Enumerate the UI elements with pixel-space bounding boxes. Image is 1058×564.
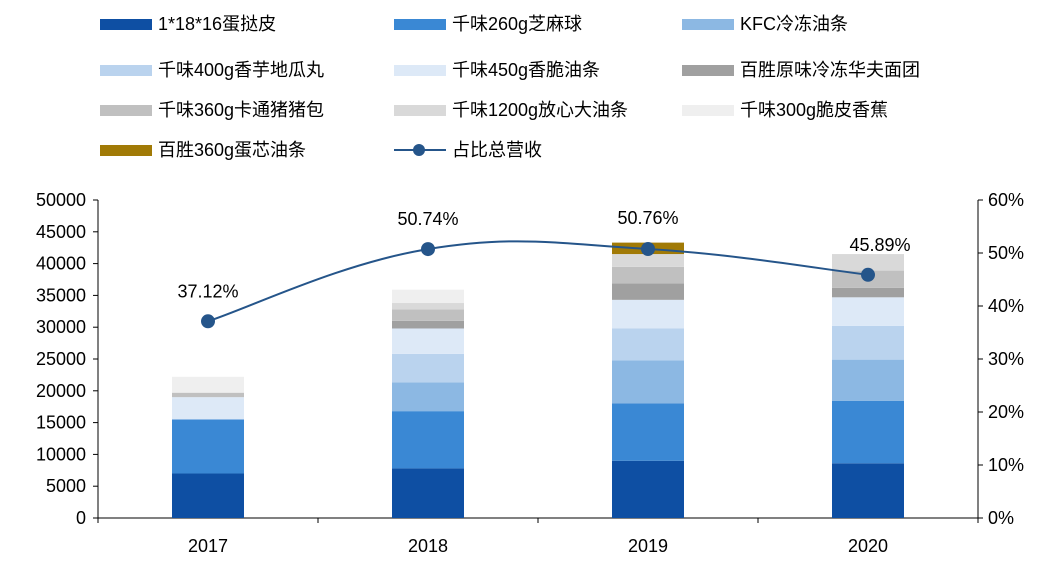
legend-swatch — [394, 104, 446, 116]
x-tick-label: 2020 — [848, 536, 888, 556]
legend-swatch — [100, 144, 152, 156]
legend-label: 千味300g脆皮香蕉 — [740, 100, 889, 120]
share-data-label: 37.12% — [177, 281, 238, 301]
legend-item: 千味260g芝麻球 — [394, 10, 582, 38]
bar-segment — [612, 360, 684, 404]
legend-label: 千味400g香芋地瓜丸 — [158, 60, 325, 80]
legend-line-marker — [394, 143, 446, 157]
legend-item: 千味360g卡通猪猪包 — [100, 96, 324, 124]
bar-segment — [612, 299, 684, 329]
bar-segment — [172, 392, 244, 398]
bar-segment — [392, 320, 464, 329]
legend-label: 1*18*16蛋挞皮 — [158, 14, 277, 34]
legend-swatch — [682, 18, 734, 30]
share-line — [207, 240, 869, 323]
legend-item: 千味1200g放心大油条 — [394, 96, 628, 124]
bar-segment — [392, 411, 464, 469]
y-left-tick-label: 50000 — [36, 190, 86, 210]
legend-label: 千味260g芝麻球 — [452, 14, 583, 34]
legend-item: 千味450g香脆油条 — [394, 56, 600, 84]
y-right-tick-label: 10% — [988, 455, 1024, 475]
share-data-label: 45.89% — [849, 235, 910, 255]
y-left-tick-label: 45000 — [36, 222, 86, 242]
legend-label: KFC冷冻油条 — [740, 14, 848, 34]
y-right-tick-label: 0% — [988, 508, 1014, 528]
y-left-tick-label: 0 — [76, 508, 86, 528]
bar-segment — [832, 254, 904, 271]
legend-item: 百胜360g蛋芯油条 — [100, 136, 306, 164]
legend-item: 千味400g香芋地瓜丸 — [100, 56, 324, 84]
y-left-tick-label: 25000 — [36, 349, 86, 369]
legend-swatch — [394, 64, 446, 76]
x-tick-label: 2018 — [408, 536, 448, 556]
bar-segment — [172, 473, 244, 518]
legend-swatch — [100, 64, 152, 76]
y-right-tick-label: 60% — [988, 190, 1024, 210]
bar-segment — [612, 403, 684, 461]
bar-segment — [832, 287, 904, 298]
bar-segment — [172, 376, 244, 393]
y-left-tick-label: 40000 — [36, 254, 86, 274]
legend-item: 1*18*16蛋挞皮 — [100, 10, 276, 38]
bar-segment — [392, 289, 464, 304]
bar-segment — [392, 309, 464, 321]
y-right-tick-label: 30% — [988, 349, 1024, 369]
bar-segment — [172, 397, 244, 420]
bar-segment — [392, 468, 464, 518]
legend-swatch — [100, 104, 152, 116]
share-point — [201, 314, 215, 329]
y-left-tick-label: 5000 — [46, 476, 86, 496]
legend-item: KFC冷冻油条 — [682, 10, 848, 38]
bar-segment — [832, 359, 904, 401]
legend-swatch — [394, 18, 446, 30]
y-left-tick-label: 20000 — [36, 381, 86, 401]
share-point — [421, 242, 435, 257]
bar-segment — [612, 460, 684, 518]
legend-swatch — [682, 64, 734, 76]
y-left-tick-label: 35000 — [36, 285, 86, 305]
y-right-tick-label: 40% — [988, 296, 1024, 316]
bar-segment — [392, 353, 464, 383]
share-data-label: 50.74% — [397, 209, 458, 229]
share-point — [641, 241, 655, 256]
y-right-tick-label: 50% — [988, 243, 1024, 263]
bar-segment — [832, 463, 904, 518]
y-left-tick-label: 15000 — [36, 413, 86, 433]
legend-label: 百胜原味冷冻华夫面团 — [740, 60, 920, 80]
legend-swatch — [682, 104, 734, 116]
legend-item: 千味300g脆皮香蕉 — [682, 96, 888, 124]
y-left-tick-label: 10000 — [36, 444, 86, 464]
chart-legend: 1*18*16蛋挞皮 千味260g芝麻球 KFC冷冻油条千味400g香芋地瓜丸 千味4… — [0, 0, 1058, 175]
y-left-tick-label: 30000 — [36, 317, 86, 337]
share-point — [861, 267, 875, 282]
share-data-label: 50.76% — [617, 208, 678, 228]
bar-segment — [612, 328, 684, 361]
legend-label: 占比总营收 — [452, 140, 542, 160]
bar-segment — [612, 254, 684, 267]
legend-item: 百胜原味冷冻华夫面团 — [682, 56, 920, 84]
bar-segment — [832, 297, 904, 326]
legend-label: 千味450g香脆油条 — [452, 60, 601, 80]
bar-segment — [392, 303, 464, 310]
bar-segment — [612, 283, 684, 300]
bar-segment — [832, 400, 904, 464]
bar-segment — [612, 266, 684, 284]
legend-swatch — [100, 18, 152, 30]
legend-item: 占比总营收 — [394, 136, 542, 164]
legend-label: 百胜360g蛋芯油条 — [158, 140, 307, 160]
legend-label: 千味1200g放心大油条 — [452, 100, 629, 120]
legend-label: 千味360g卡通猪猪包 — [158, 100, 325, 120]
x-tick-label: 2017 — [188, 536, 228, 556]
bar-segment — [392, 382, 464, 412]
x-tick-label: 2019 — [628, 536, 668, 556]
bar-segment — [832, 325, 904, 360]
bar-segment — [392, 328, 464, 354]
y-right-tick-label: 20% — [988, 402, 1024, 422]
bar-segment — [172, 419, 244, 474]
